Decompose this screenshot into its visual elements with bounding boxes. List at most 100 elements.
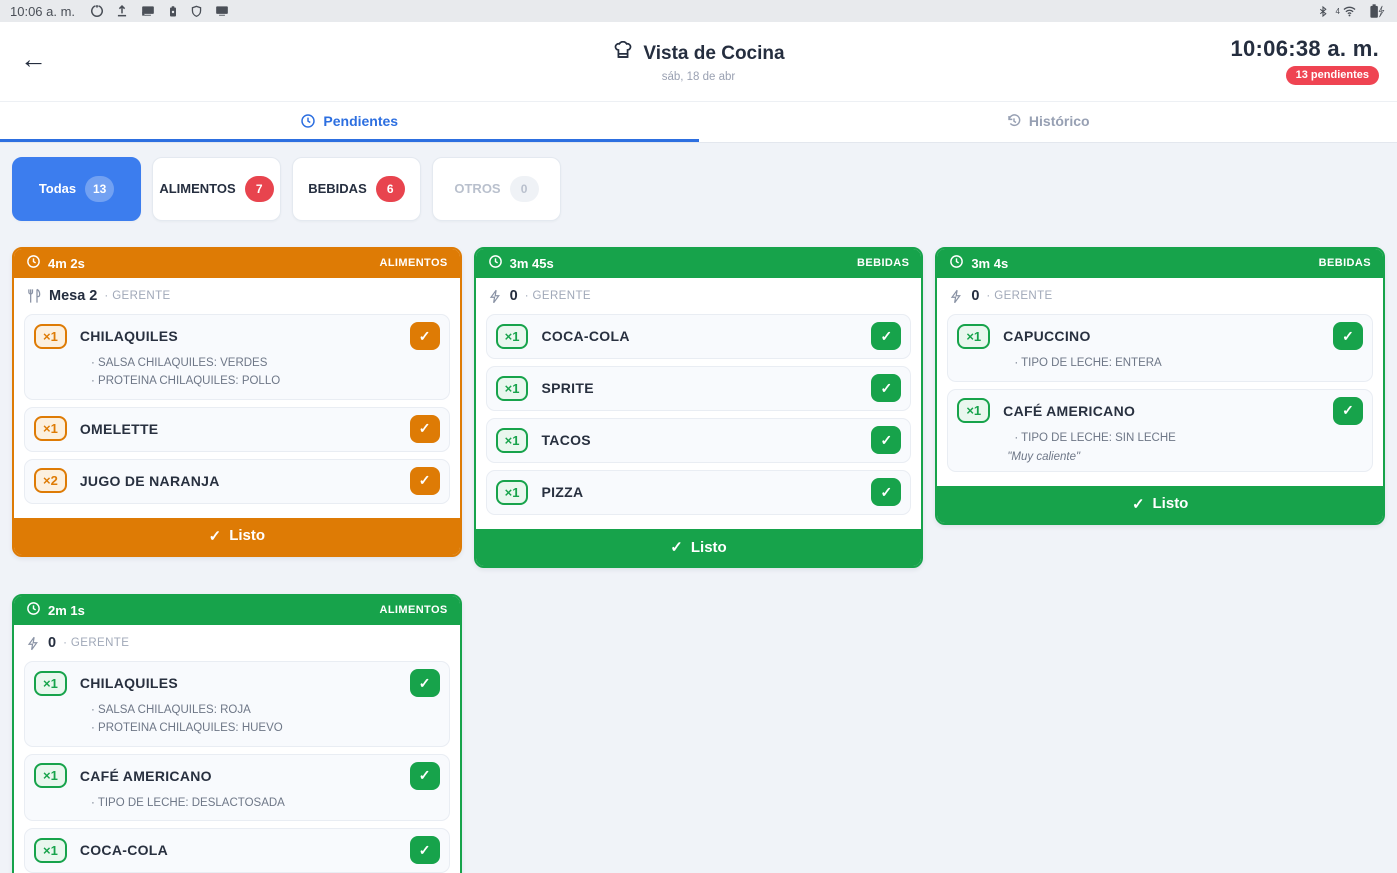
ready-button[interactable]: ✓ Listo <box>14 517 460 555</box>
item-checkbox[interactable]: ✓ <box>871 478 902 506</box>
item-checkbox[interactable]: ✓ <box>409 414 440 443</box>
item-checkbox[interactable]: ✓ <box>409 466 440 495</box>
check-icon: ✓ <box>208 527 222 545</box>
filter-chip-label: ALIMENTOS <box>159 180 236 196</box>
item-modifiers: · TIPO DE LECHE: ENTERA <box>1014 357 1162 369</box>
item-checkbox[interactable]: ✓ <box>409 836 440 865</box>
data-usage-icon <box>90 4 104 18</box>
tab-pendientes[interactable]: Pendientes <box>0 102 699 142</box>
quantity-badge: ×2 <box>34 468 67 494</box>
ready-button-label: Listo <box>1152 495 1189 513</box>
order-item: ×2 JUGO DE NARANJA ✓ <box>24 458 450 504</box>
quantity-badge: ×1 <box>495 427 529 453</box>
order-card-header: 3m 4s BEBIDAS <box>937 249 1383 278</box>
quantity-badge: ×1 <box>495 323 529 349</box>
clock-icon <box>300 113 316 129</box>
order-category-label: BEBIDAS <box>857 257 910 269</box>
item-checkbox[interactable]: ✓ <box>1332 396 1363 425</box>
order-staff-label: · GERENTE <box>104 290 171 302</box>
item-checkbox[interactable]: ✓ <box>871 374 902 402</box>
quantity-badge: ×1 <box>495 375 529 401</box>
order-card: 4m 2s ALIMENTOS Mesa 2 · GERENTE ×1 CHIL… <box>12 247 462 557</box>
bluetooth-icon <box>1317 4 1329 19</box>
item-checkbox[interactable]: ✓ <box>409 669 440 697</box>
order-elapsed-time: 3m 4s <box>971 255 1009 271</box>
order-item: ×1 SPRITE ✓ <box>485 366 912 411</box>
order-elapsed-time: 3m 45s <box>509 255 554 271</box>
quantity-badge: ×1 <box>34 670 67 696</box>
order-elapsed-time: 2m 1s <box>48 602 85 618</box>
wifi-network-badge: 4 <box>1335 7 1340 16</box>
display-icon <box>214 4 230 18</box>
clock-icon <box>26 601 41 619</box>
app-bar: ← Vista de Cocina sáb, 18 de abr 10:06:3… <box>0 22 1397 102</box>
tab-historico[interactable]: Histórico <box>699 102 1397 142</box>
filter-chip-count: 13 <box>85 176 115 202</box>
check-icon: ✓ <box>670 539 683 556</box>
item-name: PIZZA <box>541 484 584 500</box>
item-modifiers: · SALSA CHILAQUILES: ROJA · PROTEINA CHIL… <box>91 704 283 734</box>
filter-chip-bebidas[interactable]: BEBIDAS 6 <box>292 157 421 221</box>
chef-hat-icon <box>612 40 634 68</box>
order-card-header: 4m 2s ALIMENTOS <box>14 249 460 278</box>
order-card-header: 2m 1s ALIMENTOS <box>14 596 460 625</box>
order-item: ×1 PIZZA ✓ <box>485 470 912 515</box>
order-source-label: 0 <box>971 288 980 304</box>
filter-chip-alimentos[interactable]: ALIMENTOS 7 <box>152 157 281 221</box>
pending-count-badge: 13 pendientes <box>1285 66 1379 85</box>
order-source-label: Mesa 2 <box>49 288 98 304</box>
item-name: SPRITE <box>541 380 594 396</box>
item-checkbox[interactable]: ✓ <box>1332 322 1363 350</box>
back-button[interactable]: ← <box>20 44 47 74</box>
quantity-badge: ×1 <box>34 323 67 349</box>
item-name: CHILAQUILES <box>79 675 179 691</box>
order-item: ×1 CHILAQUILES ✓ · SALSA CHILAQUILES: VE… <box>24 314 450 400</box>
content-area: Todas 13 ALIMENTOS 7 BEBIDAS 6 OTROS 0 4… <box>0 143 1397 873</box>
item-name: CAFÉ AMERICANO <box>1003 402 1136 419</box>
filter-chip-todas[interactable]: Todas 13 <box>12 157 141 221</box>
status-time: 10:06 a. m. <box>10 3 76 19</box>
filter-chip-count: 0 <box>509 176 539 202</box>
filter-chip-label: BEBIDAS <box>308 180 367 196</box>
live-clock: 10:06:38 a. m. <box>1230 36 1379 61</box>
clock-icon <box>949 254 964 272</box>
filter-chip-count: 7 <box>244 176 274 202</box>
restaurant-icon <box>26 288 42 304</box>
filter-row: Todas 13 ALIMENTOS 7 BEBIDAS 6 OTROS 0 <box>12 157 1385 221</box>
quantity-badge: ×1 <box>957 398 991 424</box>
order-items-list: ×1 COCA-COLA ✓ ×1 SPRITE ✓ ×1 TACOS ✓ ×1… <box>476 312 922 515</box>
item-checkbox[interactable]: ✓ <box>871 322 902 350</box>
item-name: CAFÉ AMERICANO <box>79 767 212 784</box>
quantity-badge: ×1 <box>957 323 991 349</box>
check-icon: ✓ <box>1131 495 1145 513</box>
filter-chip-label: Todas <box>38 180 77 196</box>
order-info-row: 0 · GERENTE <box>937 278 1383 312</box>
order-item: ×1 COCA-COLA ✓ <box>24 828 450 873</box>
item-checkbox[interactable]: ✓ <box>871 426 902 454</box>
quantity-badge: ×1 <box>34 837 67 863</box>
item-checkbox[interactable]: ✓ <box>409 761 440 790</box>
order-elapsed-time: 4m 2s <box>48 255 85 271</box>
order-staff-label: · GERENTE <box>986 290 1053 302</box>
ready-button[interactable]: ✓ Listo <box>475 529 922 566</box>
order-category-label: ALIMENTOS <box>379 604 448 616</box>
order-items-list: ×1 CAPUCCINO ✓ · TIPO DE LECHE: ENTERA ×… <box>937 312 1383 472</box>
order-item: ×1 CHILAQUILES ✓ · SALSA CHILAQUILES: RO… <box>24 661 450 747</box>
wifi-icon: 4 <box>1336 4 1358 18</box>
item-modifiers: · TIPO DE LECHE: SIN LECHE <box>1014 431 1176 444</box>
item-name: TACOS <box>541 432 591 448</box>
order-source-label: 0 <box>509 288 518 304</box>
filter-chip-otros[interactable]: OTROS 0 <box>432 157 561 221</box>
ready-button-label: Listo <box>229 527 266 545</box>
page-title: Vista de Cocina <box>643 43 785 64</box>
order-info-row: Mesa 2 · GERENTE <box>14 278 460 312</box>
tab-pendientes-label: Pendientes <box>323 112 399 129</box>
item-checkbox[interactable]: ✓ <box>409 322 440 350</box>
orders-grid: 4m 2s ALIMENTOS Mesa 2 · GERENTE ×1 CHIL… <box>12 247 1385 873</box>
status-bar: 10:06 a. m. 4 <box>0 0 1397 22</box>
battery-saver-icon <box>167 4 179 19</box>
order-item: ×1 TACOS ✓ <box>485 418 912 463</box>
order-card: 3m 4s BEBIDAS 0 · GERENTE ×1 CAPUCCINO ✓… <box>935 247 1385 525</box>
ready-button[interactable]: ✓ Listo <box>937 485 1383 523</box>
order-items-list: ×1 CHILAQUILES ✓ · SALSA CHILAQUILES: RO… <box>14 659 460 873</box>
